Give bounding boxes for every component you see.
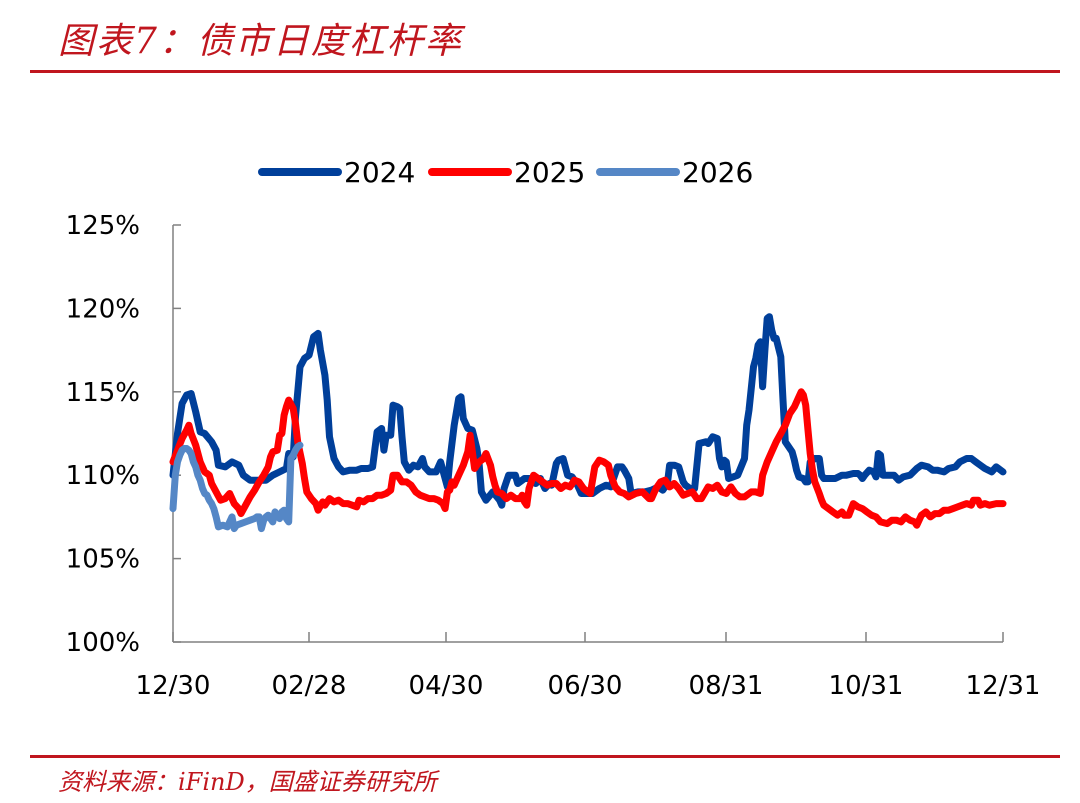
- title-divider: [30, 70, 1060, 73]
- x-tick-label: 02/28: [272, 671, 347, 701]
- y-tick-label: 105%: [66, 545, 140, 575]
- x-tick-label: 12/30: [136, 671, 211, 701]
- y-tick-label: 115%: [66, 378, 140, 408]
- x-tick-label: 06/30: [548, 671, 623, 701]
- legend: 2024 2025 2026: [258, 156, 753, 189]
- x-tick-label: 08/31: [689, 671, 764, 701]
- series-line-2026: [169, 441, 304, 533]
- y-tick-label: 125%: [66, 211, 140, 241]
- x-tick-label: 04/30: [409, 671, 484, 701]
- source-divider: [30, 755, 1060, 758]
- legend-label-2024: 2024: [344, 156, 415, 189]
- y-tick-label: 120%: [66, 294, 140, 324]
- series-lines: [169, 313, 1007, 533]
- legend-label-2026: 2026: [682, 156, 753, 189]
- series-line-2024: [169, 313, 1007, 509]
- x-tick-label: 12/31: [966, 671, 1041, 701]
- y-tick-label: 110%: [66, 461, 140, 491]
- x-axis: 12/30 02/28 04/30 06/30 08/31 10/31 12/31: [136, 632, 1041, 701]
- x-tick-label: 10/31: [829, 671, 904, 701]
- y-tick-label: 100%: [66, 628, 140, 658]
- source-note: 资料来源：iFinD，国盛证券研究所: [58, 768, 437, 796]
- legend-label-2025: 2025: [514, 156, 585, 189]
- series-line-2025: [169, 388, 1007, 529]
- chart-title: 图表7：债市日度杠杆率: [58, 21, 463, 62]
- y-axis: 100% 105% 110% 115% 120% 125%: [66, 211, 181, 658]
